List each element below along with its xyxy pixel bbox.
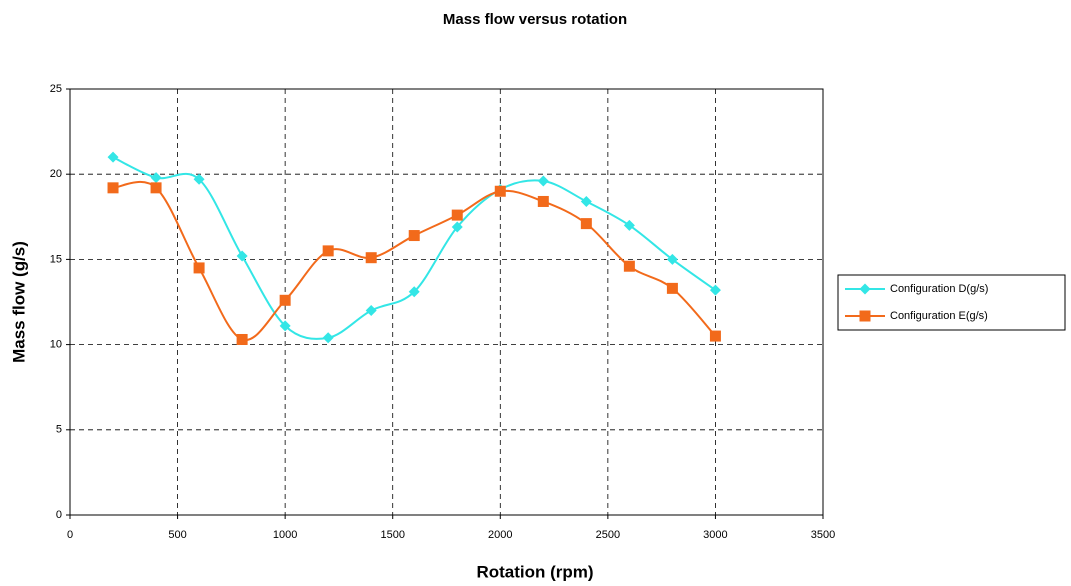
marker	[193, 262, 205, 274]
marker	[709, 330, 721, 342]
legend-label: Configuration D(g/s)	[890, 283, 988, 295]
chart-title: Mass flow versus rotation	[443, 11, 627, 28]
marker	[150, 172, 162, 184]
marker	[451, 221, 463, 233]
marker	[623, 219, 635, 231]
x-tick-label: 2000	[488, 529, 512, 541]
series	[107, 151, 721, 344]
marker	[580, 218, 592, 230]
marker	[365, 305, 377, 317]
y-tick-label: 25	[50, 83, 62, 95]
marker	[322, 332, 334, 344]
x-tick-label: 2500	[596, 529, 620, 541]
marker	[322, 245, 334, 257]
y-tick-label: 20	[50, 168, 62, 180]
marker	[408, 230, 420, 242]
marker	[279, 294, 291, 306]
legend-box	[837, 274, 1066, 331]
marker	[494, 185, 506, 197]
marker	[365, 252, 377, 264]
marker	[709, 284, 721, 296]
series-line	[112, 156, 717, 340]
series	[107, 180, 721, 345]
marker	[859, 283, 871, 295]
x-tick-label: 3500	[811, 529, 835, 541]
marker	[666, 253, 678, 265]
marker	[150, 182, 162, 194]
x-tick-label: 1500	[380, 529, 404, 541]
x-tick-label: 0	[67, 529, 73, 541]
x-tick-label: 1000	[273, 529, 297, 541]
x-axis-title: Rotation (rpm)	[476, 562, 593, 581]
marker	[537, 175, 549, 187]
marker	[193, 173, 205, 185]
marker	[859, 310, 871, 322]
marker	[580, 195, 592, 207]
y-tick-label: 15	[50, 253, 62, 265]
y-tick-label: 0	[56, 509, 62, 521]
legend-label: Configuration E(g/s)	[890, 310, 988, 322]
marker	[236, 250, 248, 262]
marker	[236, 333, 248, 345]
x-tick-label: 3000	[703, 529, 727, 541]
y-axis-title: Mass flow (g/s)	[9, 241, 28, 363]
marker	[537, 195, 549, 207]
marker	[666, 282, 678, 294]
marker	[451, 209, 463, 221]
y-tick-label: 10	[50, 339, 62, 351]
plot-border	[69, 88, 824, 516]
series-line	[112, 180, 717, 342]
marker	[107, 151, 119, 163]
marker	[279, 320, 291, 332]
marker	[107, 182, 119, 194]
y-tick-label: 5	[56, 424, 62, 436]
marker	[408, 286, 420, 298]
x-tick-label: 500	[168, 529, 186, 541]
marker	[623, 260, 635, 272]
